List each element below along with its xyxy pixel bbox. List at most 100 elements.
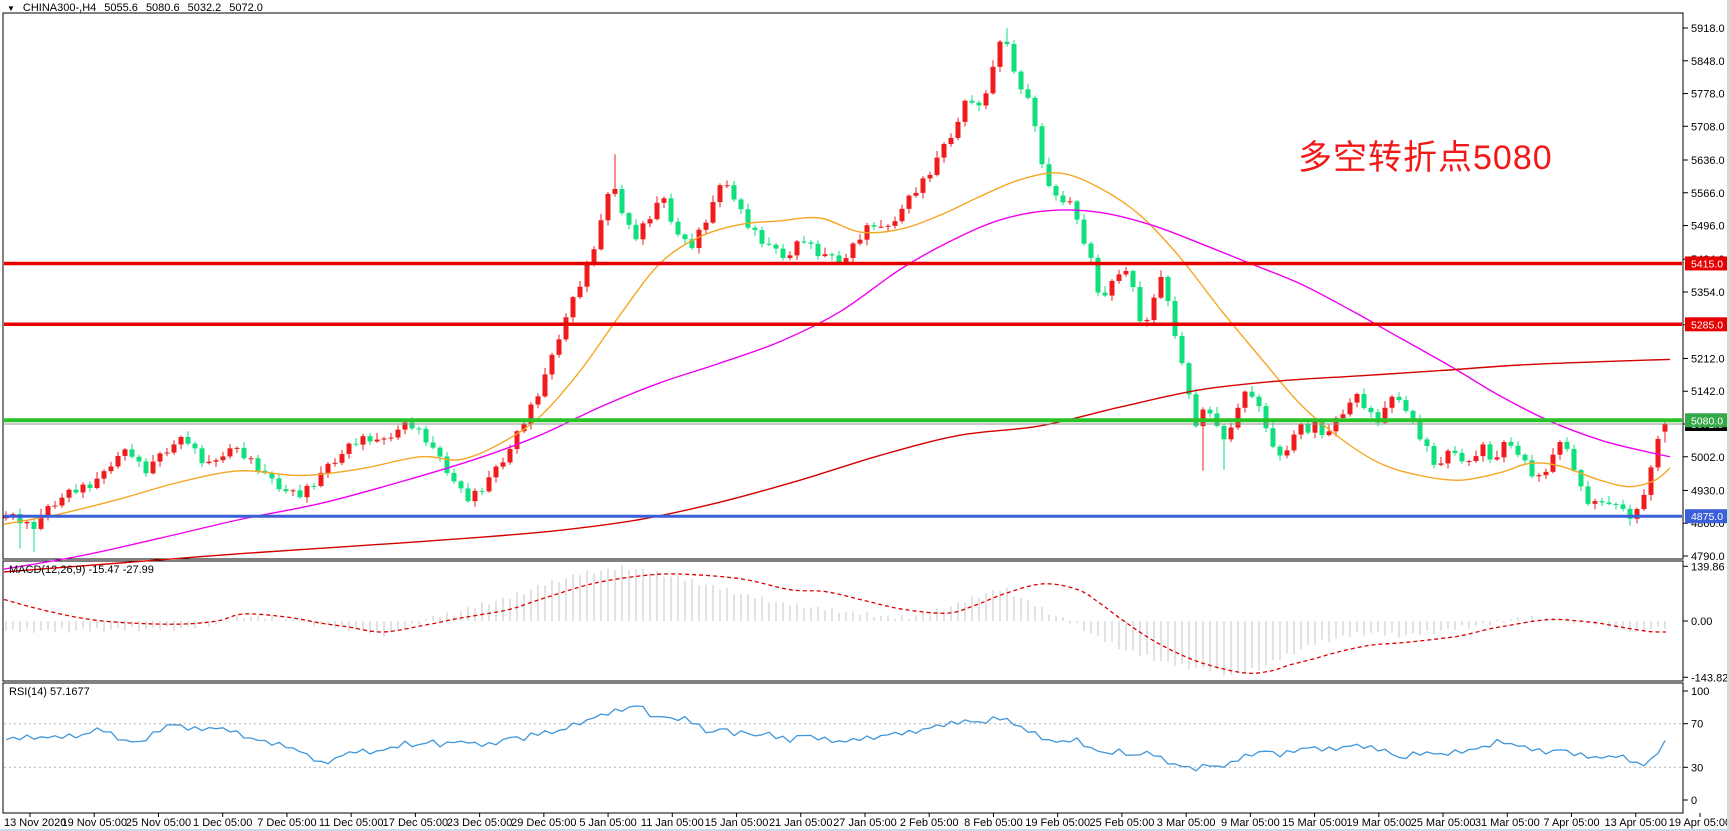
candle-body [73,489,79,493]
candle-body [1284,450,1290,456]
candle-body [1424,439,1430,446]
candle-body [101,471,107,479]
ohlc-open: 5055.6 [104,2,138,14]
collapse-icon[interactable]: ▼ [7,3,15,13]
candle-body [920,178,926,193]
candle-body [717,185,723,203]
candle-body [199,448,205,464]
candle-body [990,66,996,94]
candle-body [1375,412,1381,423]
candle-body [626,213,632,225]
candle-body [612,188,618,194]
candle-body [654,202,660,220]
candle-body [367,436,373,442]
x-axis-label: 1 Dec 05:00 [193,817,252,829]
candle-body [577,286,583,298]
x-axis-label: 19 Nov 05:00 [62,817,127,829]
candle-body [1067,201,1073,203]
macd-axis-label: 139.86 [1691,561,1725,573]
candle-body [1172,301,1178,337]
candle-body [1445,450,1451,464]
window-right-edge [1727,0,1730,831]
candle-body [1228,427,1234,440]
candle-body [290,490,296,492]
candle-body [941,144,947,158]
candle-body [976,102,982,106]
candle-body [542,374,548,397]
candle-body [1249,391,1255,397]
candle-body [710,202,716,223]
chart-title: ▼ CHINA300-,H4 5055.6 5080.6 5032.2 5072… [7,3,263,14]
candle-body [493,466,499,478]
macd-signal-line [3,573,1667,675]
candle-body [171,444,177,453]
candle-body [1389,396,1395,408]
candle-body [1291,434,1297,451]
candle-body [423,428,429,443]
x-axis-label: 17 Dec 05:00 [383,817,448,829]
candle-body [724,185,730,187]
candle-body [1459,452,1465,462]
candle-body [514,431,520,450]
candle-body [1116,274,1122,281]
candle-body [759,230,765,244]
candle-body [1655,438,1661,468]
y-axis-label: 5848.0 [1691,56,1725,68]
candle-body [325,463,331,473]
candle-body [738,199,744,210]
candle-body [1452,450,1458,453]
candle-body [1095,257,1101,293]
candle-body [1123,271,1129,275]
candle-body [500,462,506,467]
candle-body [1277,446,1283,456]
candle-body [451,472,457,482]
candle-body [234,447,240,449]
candle-body [1564,441,1570,449]
price-tag-4875.0 [1685,509,1729,524]
candle-body [24,521,30,524]
candle-body [927,174,933,179]
price-tag-5080.0 [1685,413,1729,428]
candle-body [1137,287,1143,322]
candle-body [892,221,898,226]
candle-body [465,488,471,502]
candle-body [1515,445,1521,455]
candle-body [360,436,366,445]
macd-panel[interactable] [2,560,1684,682]
candle-body [129,449,135,457]
candle-body [486,477,492,492]
x-axis-label: 13 Apr 05:00 [1605,817,1667,829]
candle-body [1018,71,1024,90]
candle-body [843,258,849,263]
candle-body [906,195,912,209]
y-axis-label: 4790.0 [1691,551,1725,563]
candle-body [227,448,233,457]
candle-body [31,521,37,529]
candle-body [794,241,800,256]
candle-body [1438,463,1444,465]
candle-body [1263,406,1269,429]
x-axis-label: 5 Jan 05:00 [579,817,637,829]
candle-body [1641,494,1647,510]
candle-body [1025,89,1031,98]
candle-body [66,489,72,498]
candle-body [1494,457,1500,460]
price-tag-5080.0-text: 5080.0 [1691,415,1723,427]
candle-body [1620,504,1626,509]
candle-body [1599,501,1605,503]
candle-body [1557,441,1563,455]
candle-body [1368,407,1374,413]
candle-body [1536,475,1542,477]
rsi-panel[interactable] [2,682,1684,814]
x-axis-label: 29 Dec 05:00 [511,817,576,829]
candle-body [1256,396,1262,407]
candle-body [1613,504,1619,506]
candle-body [248,458,254,460]
candle-body [1102,292,1108,296]
candle-body [185,436,191,444]
main-chart-panel[interactable] [2,12,1684,560]
rsi-axis-label: 70 [1691,719,1703,731]
candle-body [1340,414,1346,419]
